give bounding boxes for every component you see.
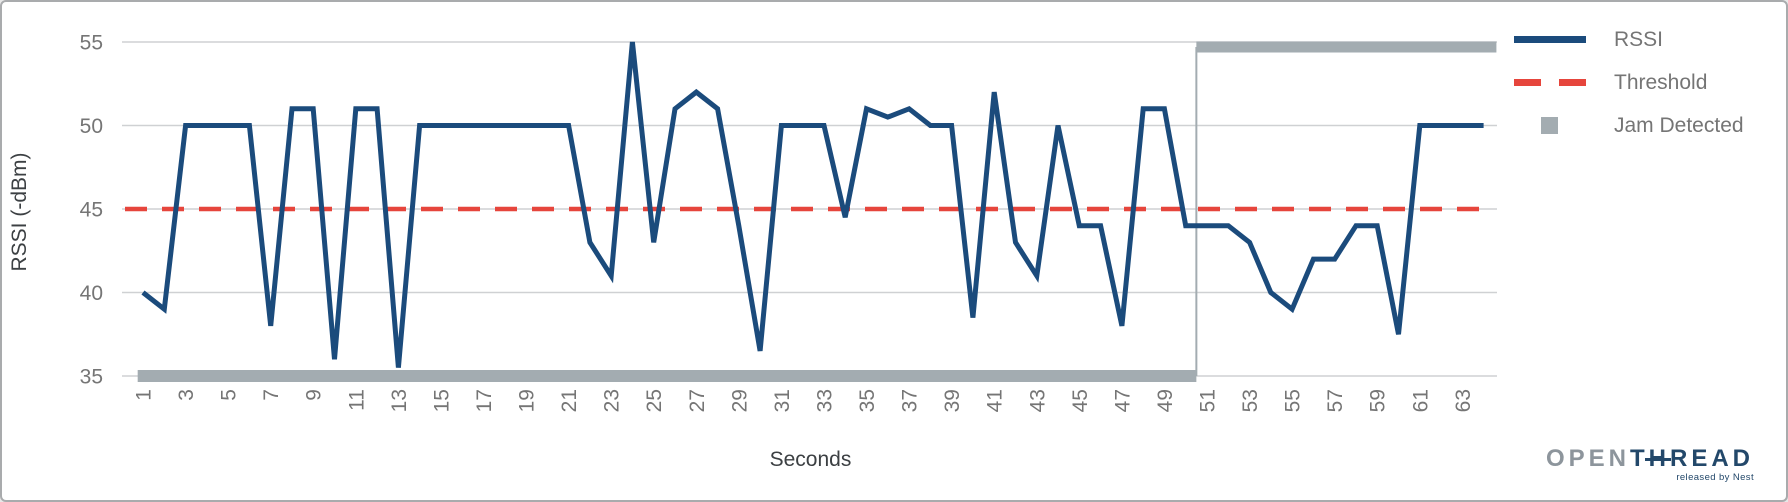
x-tick-label: 37 bbox=[899, 389, 922, 412]
jam-bar-high bbox=[1196, 41, 1497, 53]
jam-square-swatch-icon bbox=[1541, 117, 1558, 134]
legend-label-rssi: RSSI bbox=[1614, 27, 1664, 51]
x-tick-label: 9 bbox=[303, 389, 326, 401]
logo-tagline: released by Nest bbox=[1676, 472, 1754, 483]
x-tick-label: 21 bbox=[558, 389, 581, 412]
y-tick-label: 50 bbox=[80, 115, 103, 138]
openthread-wordmark: OPENTHREAD bbox=[1545, 445, 1754, 472]
x-tick-label: 1 bbox=[133, 389, 156, 401]
y-tick-label: 45 bbox=[80, 199, 103, 222]
x-tick-label: 45 bbox=[1069, 389, 1092, 412]
x-tick-label: 53 bbox=[1239, 389, 1262, 412]
x-tick-label: 33 bbox=[813, 389, 836, 412]
rssi-line-swatch-icon bbox=[1514, 36, 1586, 43]
x-tick-label: 59 bbox=[1367, 389, 1390, 412]
x-tick-label: 25 bbox=[643, 389, 666, 412]
x-tick-label: 23 bbox=[601, 389, 624, 412]
y-axis-title: RSSI (-dBm) bbox=[8, 152, 31, 272]
x-tick-label: 27 bbox=[686, 389, 709, 412]
x-tick-label: 31 bbox=[771, 389, 794, 412]
rssi-line bbox=[141, 41, 1484, 368]
openthread-logo: OPENTHREAD released by Nest bbox=[1546, 445, 1754, 483]
y-tick-label: 40 bbox=[80, 282, 103, 305]
x-tick-label: 29 bbox=[728, 389, 751, 412]
legend-label-threshold: Threshold bbox=[1614, 70, 1708, 94]
x-tick-label: 43 bbox=[1026, 389, 1049, 412]
x-tick-label: 57 bbox=[1324, 389, 1347, 412]
x-tick-label: 19 bbox=[516, 389, 539, 412]
legend-item-rssi: RSSI bbox=[1514, 18, 1744, 61]
legend-item-threshold: Threshold bbox=[1514, 61, 1744, 104]
logo-struck-h: H bbox=[1644, 445, 1672, 472]
x-tick-label: 7 bbox=[260, 389, 283, 401]
x-tick-label: 41 bbox=[984, 389, 1007, 412]
x-tick-label: 63 bbox=[1452, 389, 1475, 412]
x-tick-label: 35 bbox=[856, 389, 879, 412]
x-tick-label: 5 bbox=[218, 389, 241, 401]
x-tick-label: 11 bbox=[345, 389, 368, 411]
x-tick-label: 61 bbox=[1409, 389, 1432, 412]
x-tick-label: 49 bbox=[1154, 389, 1177, 412]
y-tick-label: 55 bbox=[80, 32, 103, 55]
x-axis-title: Seconds bbox=[769, 448, 852, 471]
jam-bar-low bbox=[137, 370, 1197, 382]
x-tick-label: 15 bbox=[430, 389, 453, 412]
y-tick-label: 35 bbox=[80, 366, 103, 389]
legend-label-jam-detected: Jam Detected bbox=[1614, 113, 1744, 137]
legend-item-jam-detected: Jam Detected bbox=[1514, 104, 1744, 147]
legend: RSSI Threshold Jam Detected bbox=[1514, 18, 1744, 147]
x-tick-label: 47 bbox=[1111, 389, 1134, 412]
x-tick-label: 55 bbox=[1282, 389, 1305, 412]
x-tick-label: 51 bbox=[1197, 389, 1220, 412]
x-tick-label: 17 bbox=[473, 389, 496, 412]
x-tick-label: 39 bbox=[941, 389, 964, 412]
x-tick-label: 3 bbox=[175, 389, 198, 401]
threshold-dash-swatch-icon bbox=[1514, 79, 1586, 86]
x-tick-label: 13 bbox=[388, 389, 411, 412]
